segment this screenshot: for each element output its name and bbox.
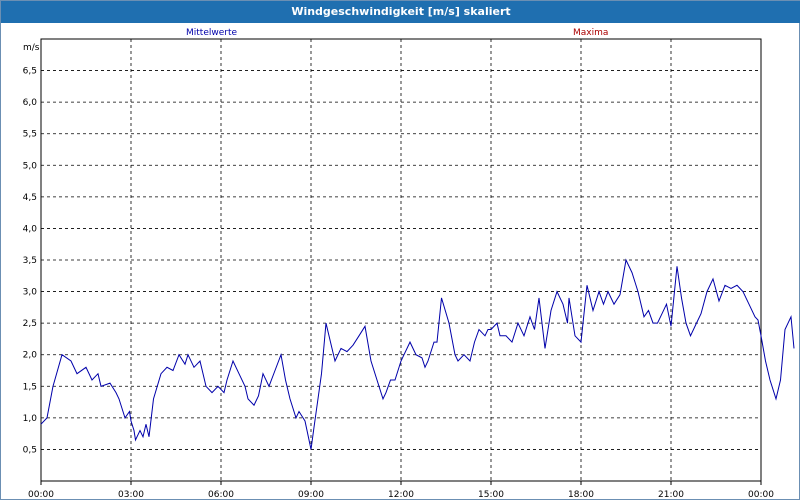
legend-maxima: Maxima xyxy=(573,28,608,38)
y-axis-ticks: 0,5 1,0 1,5 2,0 2,5 3,0 3,5 4,0 4,5 5,0 5,5 6,0 6,5 xyxy=(23,67,38,456)
y-tick-label: 1,0 xyxy=(23,414,38,424)
y-tick-label: 2,5 xyxy=(23,319,37,329)
window-title: Windgeschwindigkeit [m/s] skaliert xyxy=(1,1,800,23)
line-chart: m/s 0,5 1,0 1,5 2,0 2,5 3,0 3,5 4,0 4,5 5,0 5,5 6,0… xyxy=(23,28,795,500)
y-tick-label: 6,5 xyxy=(23,67,37,77)
y-tick-label: 3,5 xyxy=(23,256,37,266)
y-axis-label: m/s xyxy=(23,43,40,53)
grid xyxy=(41,39,761,481)
y-tick-label: 2,0 xyxy=(23,351,38,361)
series-line-0 xyxy=(40,258,795,450)
x-tick-time: 09:00 xyxy=(298,490,324,500)
x-tick-time: 12:00 xyxy=(388,490,414,500)
y-tick-label: 5,5 xyxy=(23,130,37,140)
y-tick-label: 4,5 xyxy=(23,193,37,203)
x-axis-ticks: 00:0020.09.1903:0020.09.1906:0020.09.190… xyxy=(28,481,774,500)
series-group xyxy=(40,258,795,450)
y-tick-label: 6,0 xyxy=(23,98,38,108)
x-tick-time: 21:00 xyxy=(658,490,684,500)
y-tick-label: 1,5 xyxy=(23,382,37,392)
legend-mittelwerte: Mittelwerte xyxy=(186,28,237,38)
y-tick-label: 5,0 xyxy=(23,161,38,171)
x-tick-time: 00:00 xyxy=(748,490,774,500)
y-tick-label: 0,5 xyxy=(23,445,37,455)
x-tick-time: 15:00 xyxy=(478,490,504,500)
x-tick-time: 03:00 xyxy=(118,490,144,500)
x-tick-time: 06:00 xyxy=(208,490,234,500)
x-tick-time: 00:00 xyxy=(28,490,54,500)
y-tick-label: 4,0 xyxy=(23,224,38,234)
x-tick-time: 18:00 xyxy=(568,490,594,500)
y-tick-label: 3,0 xyxy=(23,288,38,298)
